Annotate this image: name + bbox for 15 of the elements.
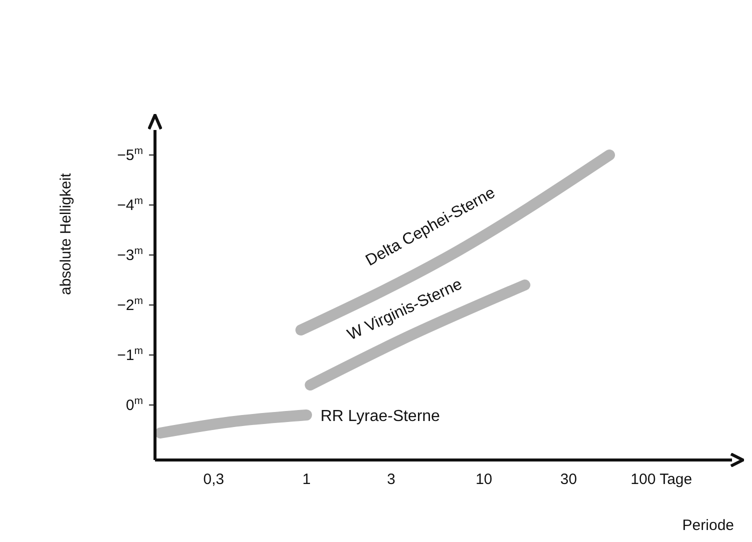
y-tick-label: 0$^{m}$ [126,395,144,414]
x-tick-label: 3 [387,471,396,488]
x-axis-title: Periode [682,517,734,534]
y-axis-title: absolute Helligkeit [57,172,74,295]
x-tick-label: 0,3 [203,471,224,488]
x-tick-label: 10 [476,471,492,488]
y-tick-label: −2$^{m}$ [117,295,144,314]
y-tick-label: −4$^{m}$ [117,195,144,214]
x-tick-label: 1 [302,471,311,488]
y-tick-label: −3$^{m}$ [117,245,144,264]
x-tick-label: 100 Tage [630,471,692,488]
y-tick-label: −5$^{m}$ [117,145,144,164]
x-tick-label: 30 [560,471,577,488]
y-tick-label: −1$^{m}$ [117,345,144,364]
series-label: RR Lyrae-Sterne [320,408,440,425]
